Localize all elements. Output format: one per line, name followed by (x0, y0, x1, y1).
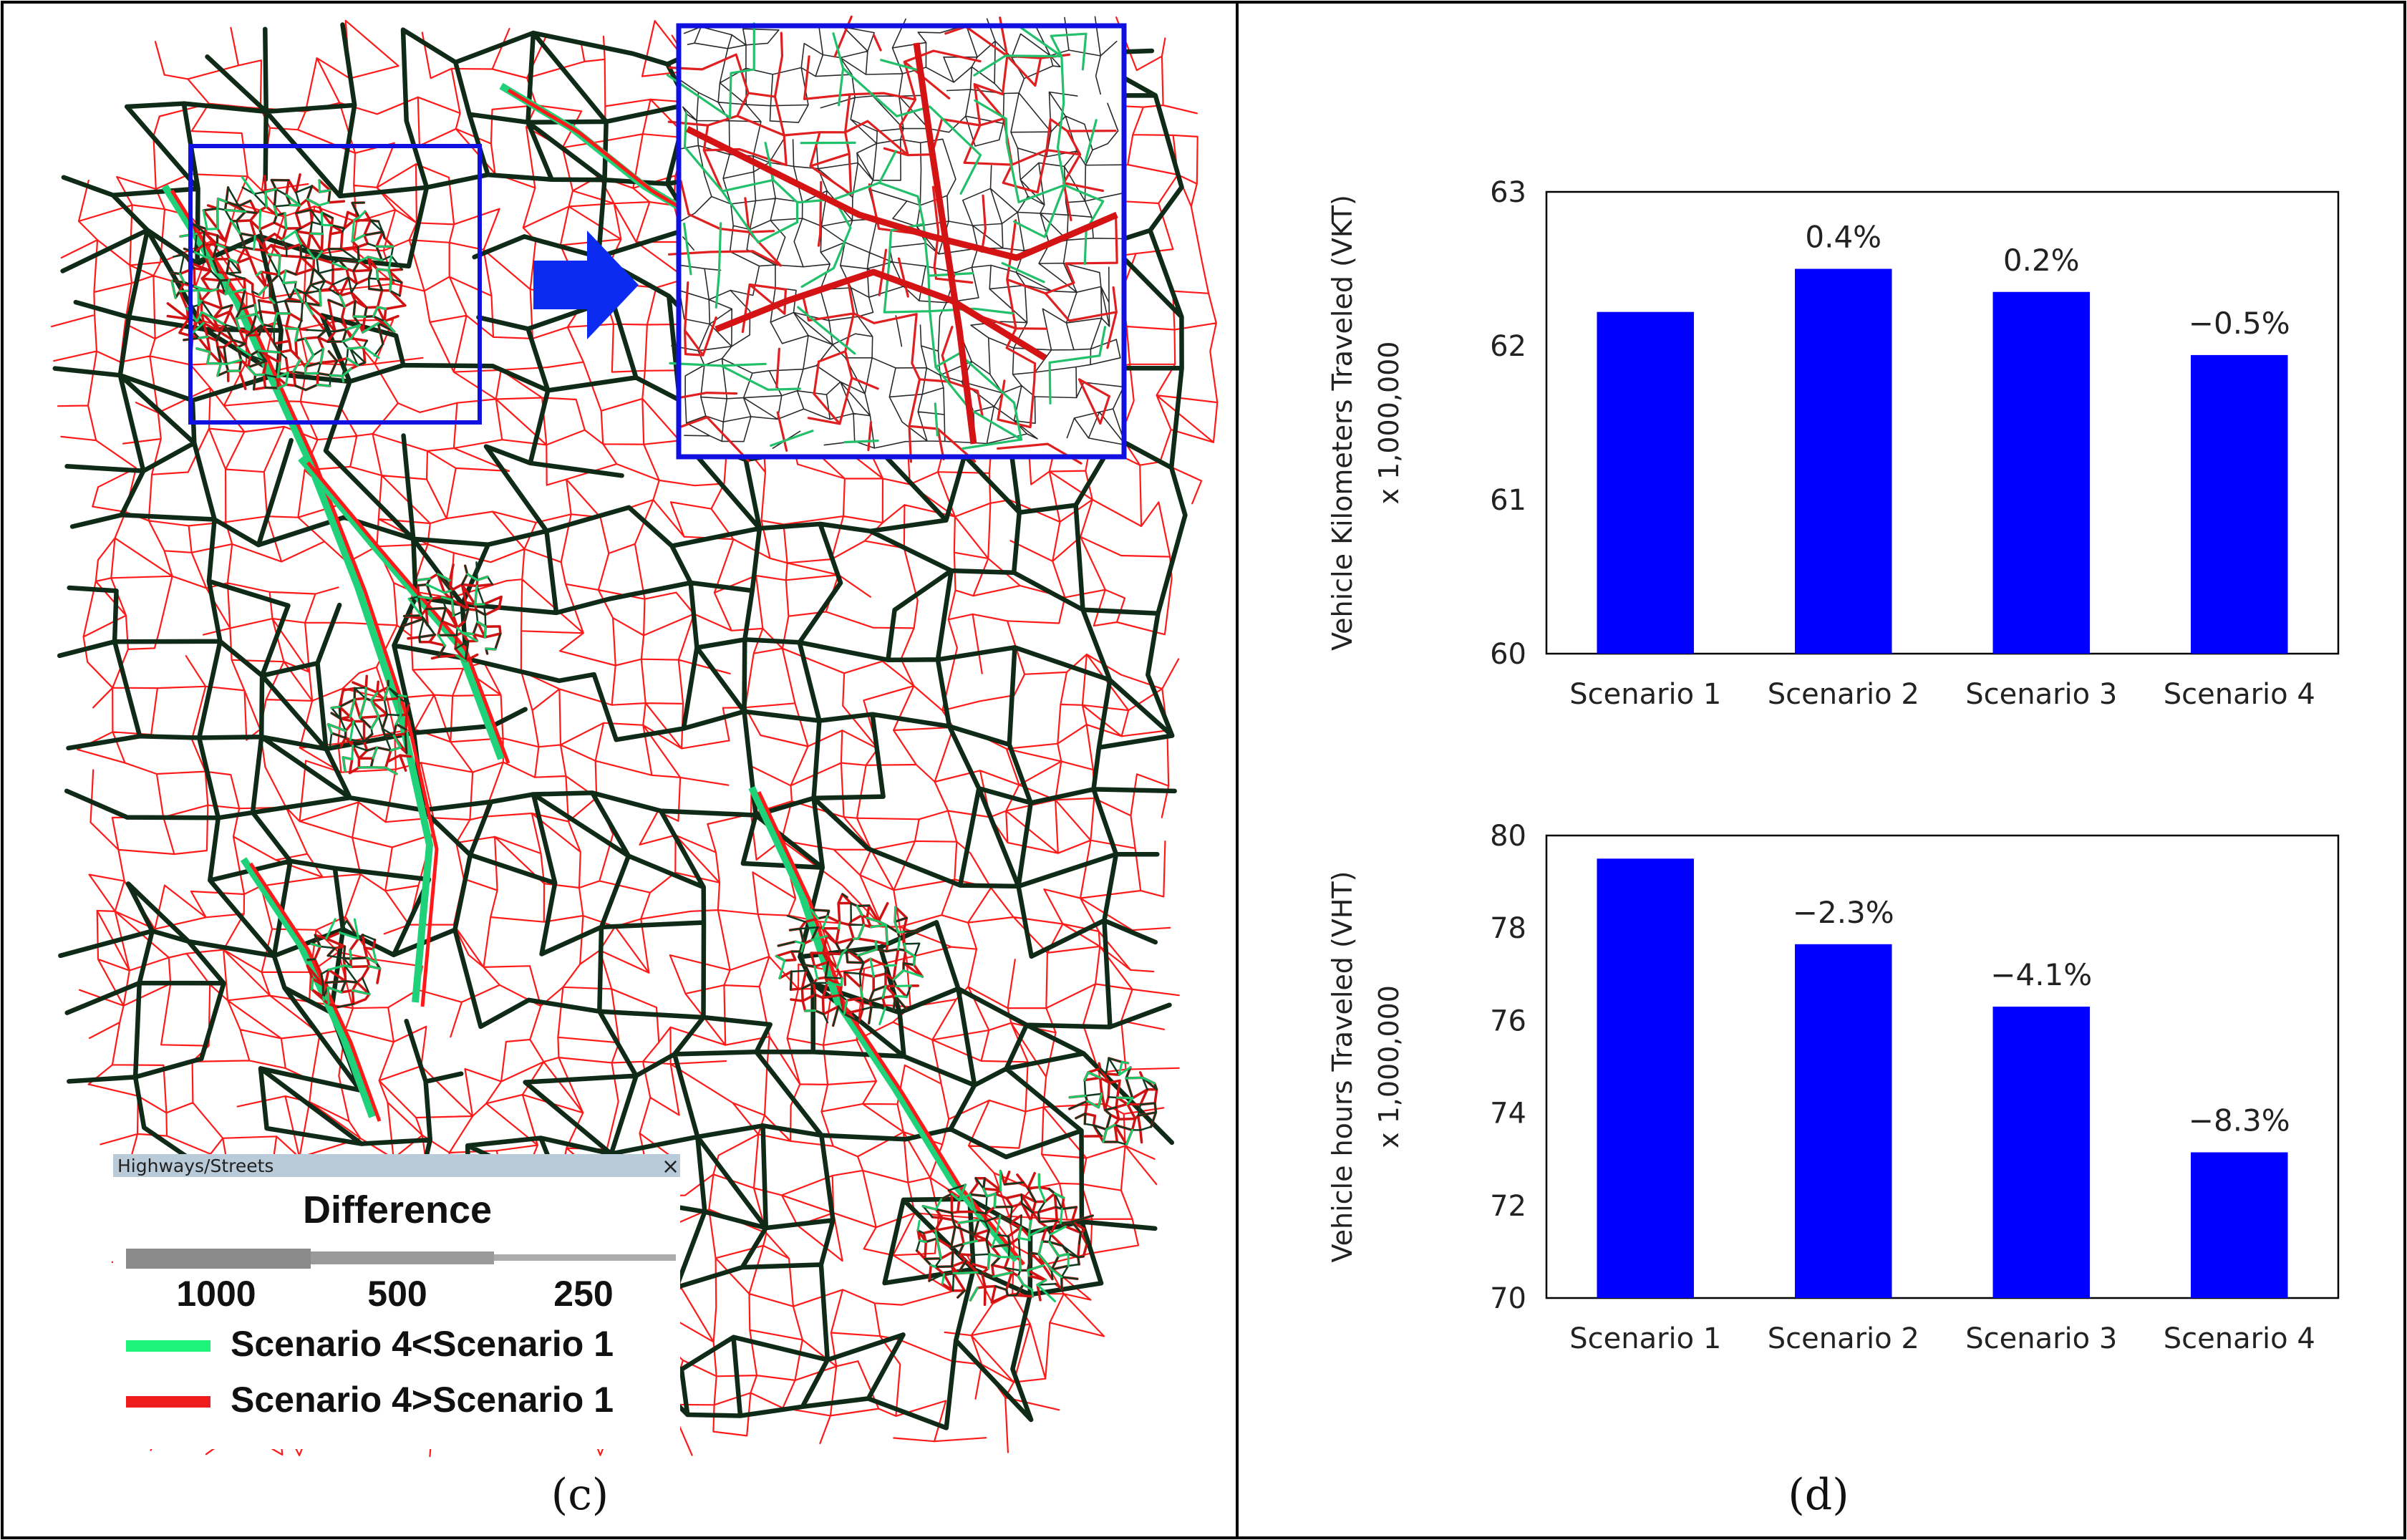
cluster-road-green (407, 573, 497, 662)
legend-scale-label-250: 250 (553, 1274, 613, 1314)
legend-scale-label-500: 500 (367, 1274, 427, 1314)
legend-item-decrease: Scenario 4<Scenario 1 (231, 1324, 614, 1364)
y-tick-label: 74 (1490, 1098, 1526, 1130)
legend-scale-label-1000: 1000 (176, 1274, 256, 1314)
legend-item-increase: Scenario 4>Scenario 1 (231, 1380, 614, 1420)
y-axis-unit-label: x 1,000,000 (1373, 985, 1405, 1148)
difference-road-increase (757, 790, 1025, 1266)
right-arrow-icon (533, 231, 639, 339)
inset-roads (666, 15, 1127, 465)
panel-label-d: (d) (1788, 1470, 1849, 1520)
bar-data-label: 0.4% (1805, 220, 1881, 255)
cluster-road-green (326, 686, 407, 775)
y-axis-label: Vehicle Kilometers Traveled (VKT) (1327, 195, 1358, 651)
panel-label-c: (c) (551, 1470, 609, 1520)
y-tick-label: 78 (1490, 912, 1526, 945)
legend-swatch-increase (126, 1396, 210, 1408)
inset-source-box (188, 144, 482, 425)
cluster-road-dark (329, 679, 410, 769)
bar (1597, 858, 1694, 1298)
inset-main-road (715, 268, 1047, 361)
bar (2191, 354, 2288, 654)
bar-data-label: −2.3% (1793, 895, 1894, 930)
cluster-road-green (775, 904, 924, 1025)
x-tick-label: Scenario 3 (1965, 678, 2117, 711)
bar (1992, 1007, 2090, 1298)
difference-road-increase (306, 461, 510, 764)
y-axis-label: Vehicle hours Traveled (VHT) (1327, 871, 1358, 1263)
y-tick-label: 76 (1490, 1004, 1526, 1037)
y-tick-label: 70 (1490, 1282, 1526, 1315)
bar-data-label: −0.5% (2189, 306, 2290, 341)
x-tick-label: Scenario 2 (1768, 1322, 1919, 1355)
x-tick-label: Scenario 1 (1569, 678, 1721, 711)
x-tick-label: Scenario 3 (1965, 1322, 2117, 1355)
bar (1992, 291, 2090, 654)
bar (2191, 1152, 2288, 1298)
close-icon[interactable]: × (662, 1154, 679, 1179)
inset-border (676, 23, 1127, 460)
x-tick-label: Scenario 4 (2164, 678, 2315, 711)
difference-road-decrease (161, 184, 433, 1003)
inset-main-road (685, 125, 1118, 261)
vkt-bar-chart: 60 61 62 63 Scenario 1 Scenario 2 0.4% Scenario… (1327, 176, 2340, 711)
inset-main-road (913, 42, 977, 445)
bar (1795, 268, 1892, 654)
difference-road-decrease (298, 455, 505, 760)
x-tick-label: Scenario 4 (2164, 1322, 2315, 1355)
cluster-road-green (1068, 1060, 1156, 1146)
cluster-road-green (310, 918, 382, 1005)
bar-data-label: 0.2% (2003, 243, 2080, 278)
x-tick-label: Scenario 1 (1569, 1322, 1721, 1355)
legend-titlebar (113, 1154, 680, 1177)
vht-bar-chart: 70 72 74 76 78 80 Scenario 1 Scenario 2 −2.3% Sce… (1327, 820, 2340, 1355)
difference-road-decrease (748, 785, 1020, 1263)
difference-road-increase (170, 189, 439, 1007)
x-tick-label: Scenario 2 (1768, 678, 1919, 711)
legend-swatch-decrease (126, 1340, 210, 1352)
y-tick-label: 61 (1490, 484, 1526, 517)
y-tick-label: 80 (1490, 820, 1526, 853)
y-axis-unit-label: x 1,000,000 (1373, 342, 1405, 505)
urban-clusters-layer (166, 173, 1158, 1307)
legend-heading: Difference (303, 1188, 492, 1231)
y-tick-label: 62 (1490, 330, 1526, 363)
inset-road-red (667, 15, 1118, 465)
legend-scale-bar-1000 (126, 1249, 311, 1269)
bar-data-label: −4.1% (1990, 957, 2092, 992)
bar (1597, 311, 1694, 654)
bar-data-label: −8.3% (2189, 1103, 2290, 1138)
legend-scale-bar-500 (311, 1251, 494, 1264)
bar (1795, 944, 1892, 1298)
cluster-road-dark (1068, 1057, 1158, 1146)
inset-road-green (666, 22, 1107, 450)
legend-scale-bar-250 (494, 1254, 676, 1261)
cluster-road-green (916, 1170, 1070, 1302)
y-tick-label: 63 (1490, 176, 1526, 209)
y-tick-label: 60 (1490, 638, 1526, 671)
cluster-road-dark (402, 561, 502, 662)
inset-zoom-map (666, 15, 1127, 465)
plot-frame (1545, 834, 2340, 1299)
legend-window-title: Highways/Streets (117, 1156, 273, 1176)
y-tick-label: 72 (1490, 1190, 1526, 1223)
cluster-road-green (170, 175, 396, 389)
difference-layer (161, 82, 1025, 1266)
map-panel: Highways/Streets × Difference 1000 500 2… (50, 15, 1219, 1458)
plot-frame (1545, 190, 2340, 655)
map-legend: Highways/Streets × Difference 1000 500 2… (113, 1154, 680, 1449)
